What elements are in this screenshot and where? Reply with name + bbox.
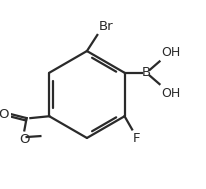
Text: O: O	[0, 108, 8, 121]
Text: F: F	[133, 132, 140, 145]
Text: OH: OH	[161, 87, 180, 100]
Text: O: O	[19, 133, 30, 146]
Text: B: B	[142, 66, 151, 79]
Text: Br: Br	[98, 20, 113, 33]
Text: OH: OH	[161, 46, 180, 59]
